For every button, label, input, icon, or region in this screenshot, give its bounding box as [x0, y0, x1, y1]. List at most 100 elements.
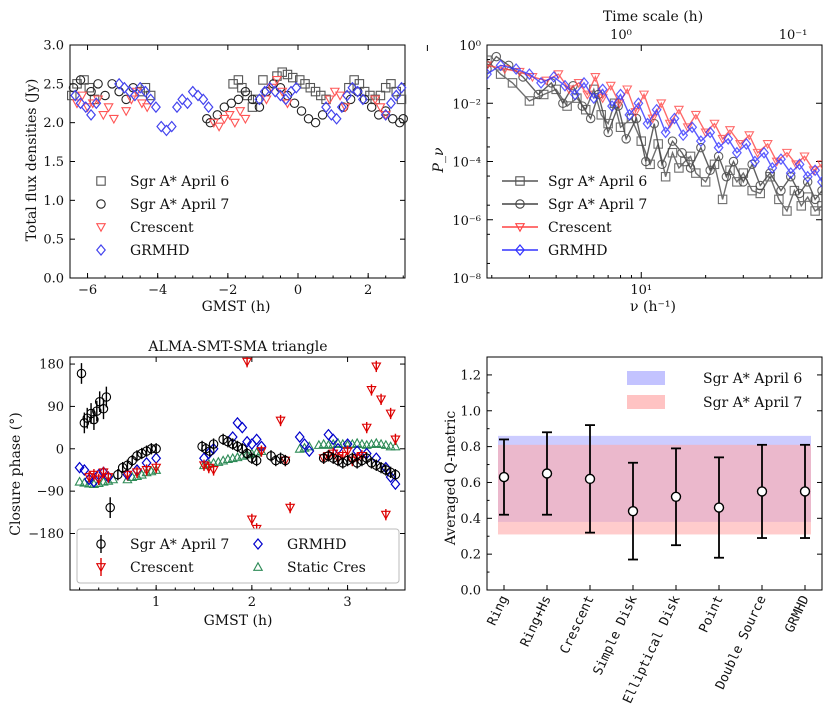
psd-point: [615, 88, 626, 101]
closure-point: [328, 449, 339, 459]
flux-point: [114, 77, 125, 90]
psd-point: [491, 51, 502, 62]
psd-point: [636, 136, 647, 146]
psd-point: [705, 165, 715, 176]
psd-point: [759, 146, 770, 159]
flux-point: [247, 94, 258, 105]
psd-legend-label: Sgr A* April 6: [548, 174, 647, 190]
flux-point: [182, 97, 193, 110]
psd-point: [687, 121, 698, 134]
psd-point: [810, 206, 820, 216]
psd-series-group: [487, 51, 822, 216]
qmetric-point: [584, 473, 596, 485]
closure-point: [151, 463, 162, 473]
psd-point: [560, 79, 570, 92]
qmetric-category-label: Crescent: [558, 593, 598, 656]
psd-legend: Sgr A* April 6 Sgr A* April 7 Crescent GRMH…: [502, 174, 647, 259]
flux-point: [247, 102, 258, 112]
closure-point: [390, 435, 401, 445]
psd-point: [765, 168, 775, 178]
flux-point: [145, 93, 156, 106]
closure-point: [390, 441, 401, 451]
closure-x-axis-label: GMST (h): [204, 613, 273, 629]
psd-point: [794, 158, 805, 171]
flux-point: [79, 75, 89, 85]
flux-x-tick-label: 0: [294, 283, 302, 298]
psd-point: [653, 139, 663, 149]
psd-top-tick-0: 10⁰: [610, 28, 632, 43]
psd-point: [728, 156, 739, 167]
psd-point: [548, 70, 559, 83]
flux-point: [193, 89, 204, 102]
qmetric-y-tick-label: 0.4: [460, 512, 481, 527]
qmetric-legend-label: Sgr A* April 7: [703, 395, 802, 411]
closure-series-0: [76, 363, 401, 518]
closure-point: [98, 404, 109, 414]
closure-point: [237, 421, 248, 434]
flux-point: [103, 103, 114, 113]
psd-point: [762, 140, 773, 150]
flux-point: [233, 75, 244, 85]
closure-panel: ALMA-SMT-SMA triangle Closure phase (°) …: [8, 339, 406, 629]
psd-point: [660, 171, 671, 182]
flux-point: [336, 101, 347, 114]
psd-point: [588, 92, 599, 105]
flux-point: [172, 101, 182, 114]
flux-point: [366, 102, 377, 112]
psd-top-tick-1: 10⁻¹: [779, 28, 808, 43]
psd-legend-marker: [514, 223, 526, 233]
psd-point: [558, 98, 568, 109]
closure-y-tick-label: 180: [39, 358, 64, 373]
flux-point: [224, 110, 235, 121]
flux-series-3: [70, 77, 407, 137]
psd-series-0: [487, 55, 822, 216]
flux-point: [380, 110, 391, 121]
flux-x-tick-label: −2: [218, 283, 237, 298]
closure-point: [390, 478, 401, 491]
flux-x-tick-label: −6: [78, 283, 97, 298]
flux-point: [291, 81, 302, 94]
closure-point: [356, 451, 368, 462]
flux-panel: Total flux densities (Jy) GMST (h) −6 −4 −…: [24, 39, 408, 315]
psd-point: [781, 148, 793, 159]
closure-point: [151, 444, 161, 454]
qmetric-point: [670, 491, 682, 502]
flux-point: [261, 95, 272, 105]
flux-point: [166, 120, 177, 133]
closure-x-tick-label: 3: [343, 595, 351, 610]
closure-point: [151, 464, 162, 474]
qmetric-category-label: Ring+Hs: [518, 593, 555, 649]
psd-point: [696, 142, 706, 153]
closure-point: [375, 395, 387, 405]
flux-point: [142, 103, 153, 113]
psd-point: [487, 64, 492, 74]
psd-point: [536, 76, 547, 89]
flux-y-tick-label: 2.0: [43, 116, 64, 131]
psd-point: [731, 146, 742, 159]
closure-point: [208, 466, 219, 476]
psd-point: [700, 128, 711, 138]
flux-point: [203, 101, 214, 114]
qmetric-category-label: Simple Disk: [591, 593, 641, 678]
closure-point: [89, 414, 99, 425]
closure-point: [375, 438, 387, 448]
flux-point: [370, 95, 381, 105]
psd-point: [724, 126, 736, 136]
closure-legend-box: [76, 528, 400, 584]
flux-point: [129, 89, 140, 102]
closure-point: [246, 515, 257, 525]
qmetric-axes-frame: [486, 356, 823, 591]
closure-point: [101, 392, 112, 402]
flux-point: [213, 122, 225, 132]
closure-point: [299, 438, 310, 451]
closure-legend-marker: [96, 539, 106, 549]
psd-point: [816, 160, 822, 170]
closure-point: [342, 447, 353, 457]
flux-point: [71, 99, 83, 109]
flux-legend-marker: [96, 244, 106, 256]
psd-point: [713, 141, 724, 154]
flux-y-tick-label: 2.5: [43, 77, 64, 92]
psd-point: [685, 151, 696, 162]
psd-x-axis-label: ν (h⁻¹): [630, 299, 676, 315]
flux-point: [396, 81, 407, 94]
